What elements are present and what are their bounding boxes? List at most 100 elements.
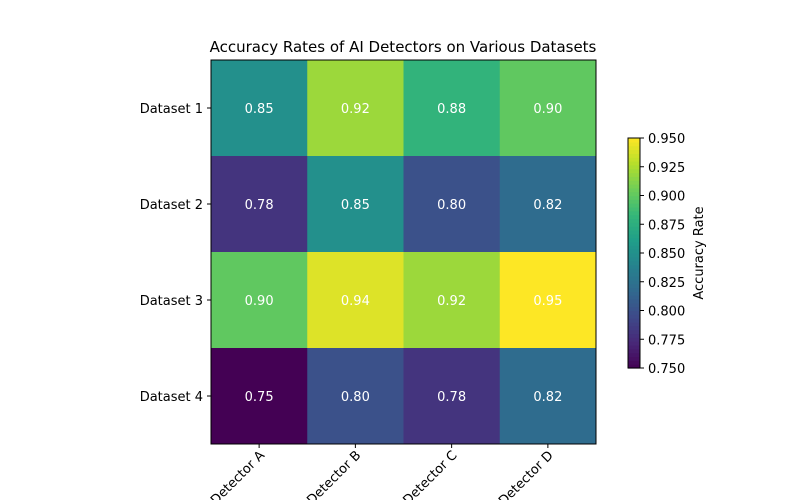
heatmap-cell — [403, 348, 501, 445]
colorbar-segment — [628, 195, 640, 200]
colorbar-segment — [628, 295, 640, 300]
colorbar-segment — [628, 276, 640, 281]
colorbar-segment — [628, 199, 640, 204]
colorbar-segment — [628, 279, 640, 285]
colorbar-segment — [628, 272, 640, 277]
cell-value-label: 0.94 — [341, 294, 370, 309]
colorbar-tick-label: 0.850 — [648, 247, 685, 262]
x-tick-label: Detector D — [496, 448, 557, 500]
colorbar-segment — [628, 164, 640, 170]
colorbar-label: Accuracy Rate — [692, 206, 707, 299]
colorbar-segment — [628, 302, 640, 308]
colorbar-segment — [628, 310, 640, 315]
colorbar-segment — [628, 345, 640, 350]
heatmap-cell — [403, 60, 501, 157]
cell-value-label: 0.90 — [245, 294, 274, 309]
colorbar-segment — [628, 203, 640, 208]
colorbar-segment — [628, 322, 640, 327]
colorbar-segment — [628, 180, 640, 185]
colorbar-segment — [628, 299, 640, 304]
colorbar-segment — [628, 214, 640, 220]
cell-value-label: 0.92 — [437, 294, 466, 309]
colorbar-segment — [628, 260, 640, 266]
cell-value-label: 0.88 — [437, 102, 466, 117]
colorbar-segment — [628, 145, 640, 151]
colorbar-segment — [628, 337, 640, 342]
colorbar-segment — [628, 233, 640, 239]
heatmap-cell — [403, 252, 501, 349]
heatmap-cell — [307, 252, 404, 349]
colorbar-segment — [628, 176, 640, 181]
colorbar-segment — [628, 138, 640, 143]
cell-value-label: 0.75 — [245, 390, 274, 405]
cell-value-label: 0.95 — [533, 294, 562, 309]
colorbar-segment — [628, 245, 640, 250]
cell-value-label: 0.85 — [341, 198, 370, 213]
colorbar-segment — [628, 210, 640, 216]
colorbar-segment — [628, 325, 640, 331]
colorbar-segment — [628, 237, 640, 243]
heatmap-cell — [499, 252, 597, 349]
heatmap-cell — [499, 348, 597, 445]
cell-value-label: 0.82 — [533, 390, 562, 405]
colorbar-segment — [628, 364, 640, 369]
chart-title: Accuracy Rates of AI Detectors on Variou… — [210, 38, 597, 56]
colorbar-tick-label: 0.925 — [648, 161, 685, 176]
colorbar-segment — [628, 341, 640, 346]
colorbar-segment — [628, 230, 640, 235]
colorbar-segment — [628, 306, 640, 312]
cell-value-label: 0.92 — [341, 102, 370, 117]
colorbar-segment — [628, 149, 640, 154]
colorbar-segment — [628, 161, 640, 166]
colorbar-tick-label: 0.750 — [648, 362, 685, 377]
colorbar-segment — [628, 314, 640, 319]
colorbar-segment — [628, 287, 640, 292]
colorbar-segment — [628, 264, 640, 269]
colorbar-segment — [628, 360, 640, 365]
colorbar-segment — [628, 172, 640, 177]
colorbar-tick-label: 0.900 — [648, 190, 685, 205]
y-tick-label: Dataset 3 — [140, 294, 203, 309]
colorbar-tick-label: 0.950 — [648, 132, 685, 147]
heatmap-cell — [211, 60, 308, 157]
heatmap-cell — [499, 60, 597, 157]
cell-value-label: 0.90 — [533, 102, 562, 117]
cell-value-label: 0.78 — [245, 198, 274, 213]
heatmap-cell — [211, 348, 308, 445]
colorbar-segment — [628, 226, 640, 231]
heatmap-cell — [499, 156, 597, 253]
colorbar-segment — [628, 184, 640, 189]
colorbar-segment — [628, 241, 640, 246]
x-tick-label: Detector A — [208, 448, 268, 500]
heatmap-cell — [211, 156, 308, 253]
cell-value-label: 0.80 — [437, 198, 466, 213]
heatmap-cell — [403, 156, 501, 253]
colorbar-tick-label: 0.825 — [648, 276, 685, 291]
colorbar-segment — [628, 253, 640, 258]
heatmap-cell — [211, 252, 308, 349]
colorbar-segment — [628, 356, 640, 361]
cell-value-label: 0.85 — [245, 102, 274, 117]
colorbar-tick-label: 0.800 — [648, 305, 685, 320]
colorbar-tick-label: 0.875 — [648, 218, 685, 233]
y-tick-label: Dataset 4 — [140, 390, 203, 405]
colorbar-segment — [628, 348, 640, 354]
cell-value-label: 0.82 — [533, 198, 562, 213]
colorbar-segment — [628, 318, 640, 323]
colorbar-segment — [628, 291, 640, 296]
y-tick-label: Dataset 2 — [140, 198, 203, 213]
colorbar-segment — [628, 141, 640, 147]
colorbar-segment — [628, 256, 640, 262]
colorbar-segment — [628, 218, 640, 223]
colorbar-segment — [628, 168, 640, 174]
plot-frame — [210, 59, 597, 445]
cell-value-label: 0.78 — [437, 390, 466, 405]
cell-value-label: 0.80 — [341, 390, 370, 405]
heatmap-cell — [307, 156, 404, 253]
colorbar-segment — [628, 157, 640, 162]
colorbar-segment — [628, 207, 640, 212]
colorbar-segment — [628, 283, 640, 289]
colorbar-segment — [628, 268, 640, 273]
colorbar-segment — [628, 191, 640, 197]
